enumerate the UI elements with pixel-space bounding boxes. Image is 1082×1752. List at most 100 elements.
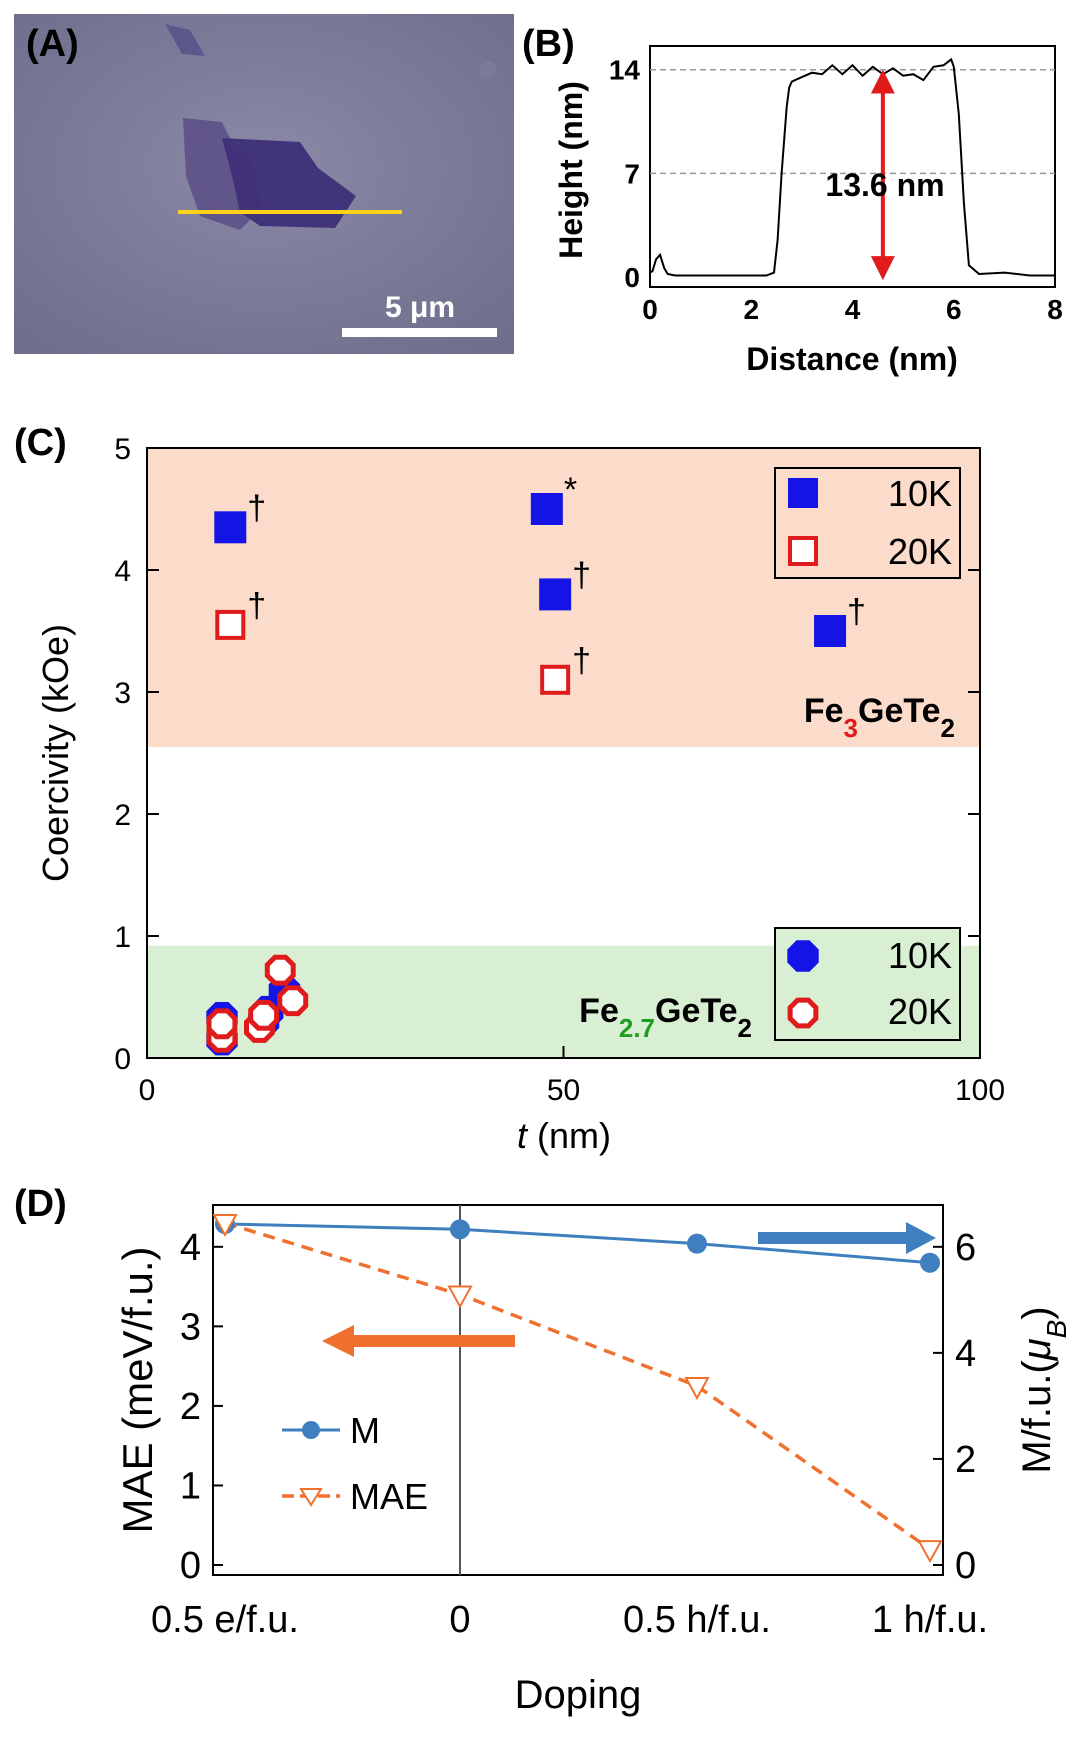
series-M-line (224, 1222, 931, 1265)
arrow-right-head (906, 1222, 936, 1254)
y-tick-label-c: 0 (114, 1043, 131, 1076)
point-10k-fe3gete2 (214, 511, 247, 544)
legend-d: M MAE (282, 1410, 428, 1517)
y-axis-label-left-d: MAE (meV/f.u.) (114, 1246, 161, 1533)
x-tick-label-c: 0 (139, 1074, 156, 1107)
height-profile-line (649, 57, 1055, 277)
y-ticks-c: 0 1 2 3 4 5 (114, 433, 980, 1076)
point-20k-fe27gete2 (277, 985, 309, 1017)
point-MAE (684, 1377, 710, 1401)
flake-fragment (165, 24, 205, 56)
y-ticks-left-d: 0 1 2 3 4 (180, 1227, 223, 1587)
x-tick-label-b: 4 (845, 294, 861, 325)
point-10k-fe3gete2 (530, 493, 563, 525)
region-label-fe3gete2: Fe3GeTe2 (804, 692, 955, 743)
legend-label-20k-top: 20K (888, 531, 952, 572)
point-note: † (847, 593, 866, 631)
scale-bar-label: 5 μm (385, 291, 455, 324)
plot-frame-d (212, 1204, 944, 1576)
x-tick-label-d: 0.5 h/f.u. (623, 1599, 771, 1641)
panel-label-a: (A) (26, 23, 79, 65)
point-M (450, 1219, 470, 1240)
x-tick-label-d: 0 (449, 1599, 470, 1641)
y-tick-label-left-d: 3 (180, 1306, 201, 1348)
point-MAE (917, 1540, 943, 1564)
region-label-fe27gete2: Fe2.7GeTe2 (579, 992, 752, 1043)
y-tick-label-c: 4 (114, 555, 131, 588)
x-tick-label-d: 0.5 e/f.u. (151, 1599, 299, 1641)
scatter-points: † * † † † † (206, 471, 866, 1056)
y-tick-label-right-d: 0 (955, 1545, 976, 1587)
point-note: † (572, 556, 591, 594)
x-ticks-b: 0 2 4 6 8 (642, 294, 1063, 325)
arrow-right-axis (758, 1222, 936, 1254)
y-tick-label-left-d: 1 (180, 1465, 201, 1507)
height-annotation: 13.6 nm (825, 167, 944, 203)
legend-fe3gete2: 10K 20K (774, 467, 961, 579)
x-tick-label-c: 50 (547, 1074, 580, 1107)
legend-label-10k-top: 10K (888, 473, 952, 514)
legend-marker-filled-square (788, 478, 818, 508)
y-tick-label-right-d: 6 (955, 1227, 976, 1269)
legend-marker-M (302, 1421, 320, 1439)
point-20k-fe3gete2 (540, 664, 571, 695)
panel-b: (B) 0 7 14 0 2 4 6 8 13.6 nm Distance (nm) Hei… (522, 23, 1063, 377)
series-MAE-line (224, 1221, 932, 1551)
legend-marker-open-square (788, 536, 818, 566)
arrow-left-axis (322, 1325, 515, 1357)
point-note: † (247, 587, 266, 625)
x-tick-label-b: 2 (743, 294, 759, 325)
y-tick-label-right-d: 2 (955, 1439, 976, 1481)
panel-label-b: (B) (522, 23, 575, 65)
x-axis-label-d: Doping (515, 1673, 642, 1717)
y-ticks-right-d: 0 2 4 6 (933, 1227, 976, 1587)
y-axis-label-right-d: M/f.u.(μB) (1015, 1306, 1072, 1473)
dust-spot (479, 61, 497, 79)
y-ticks-b: 0 7 14 (609, 55, 641, 293)
point-10k-fe3gete2 (814, 615, 847, 647)
y-axis-label-c: Coercivity (kOe) (35, 624, 76, 882)
scale-bar (342, 328, 497, 337)
legend-label-10k-bottom: 10K (888, 935, 952, 976)
x-axis-label-c: t (nm) (517, 1115, 611, 1156)
legend-marker-open-octagon (787, 997, 819, 1029)
legend-label-20k-bottom: 20K (888, 991, 952, 1032)
point-20k-fe3gete2 (215, 609, 246, 640)
y-tick-label-c: 2 (114, 799, 131, 832)
y-tick-label-c: 1 (114, 921, 131, 954)
y-tick-label-c: 3 (114, 677, 131, 710)
panel-d: (D) 0 1 2 3 4 0 2 4 6 0.5 e/f.u. 0 0.5 h/f.u. 1 h/… (14, 1183, 1072, 1717)
legend-marker-MAE (299, 1488, 323, 1507)
series-points-d (212, 1213, 943, 1564)
point-note: † (247, 489, 266, 527)
point-MAE (212, 1213, 238, 1238)
y-tick-label-b: 7 (624, 158, 640, 189)
x-tick-label-c: 100 (955, 1074, 1005, 1107)
x-tick-label-b: 6 (946, 294, 962, 325)
panel-a: 5 μm (A) (14, 14, 514, 354)
legend-fe27gete2: 10K 20K (774, 927, 961, 1041)
point-M (920, 1252, 940, 1273)
y-tick-label-left-d: 2 (180, 1386, 201, 1428)
y-tick-label-c: 5 (114, 433, 131, 466)
grid-b (650, 68, 1055, 175)
y-axis-label-b: Height (nm) (553, 81, 589, 259)
point-MAE (447, 1285, 473, 1309)
legend-label-MAE: MAE (350, 1476, 428, 1517)
x-tick-label-b: 8 (1047, 294, 1063, 325)
point-10k-fe3gete2 (539, 578, 572, 611)
arrow-left-head (322, 1325, 354, 1357)
point-20k-fe27gete2 (264, 954, 296, 986)
x-ticks-d: 0.5 e/f.u. 0 0.5 h/f.u. 1 h/f.u. (151, 1599, 988, 1641)
panel-c: (C) 0 1 2 3 4 5 0 50 100 † * † † † † Fe3GeTe2 Fe2.7G… (14, 422, 1005, 1156)
y-tick-label-left-d: 0 (180, 1545, 201, 1587)
point-20k-fe27gete2 (206, 1008, 238, 1040)
flake-thick (222, 138, 356, 228)
y-tick-label-left-d: 4 (180, 1227, 201, 1269)
y-tick-label-b: 14 (609, 55, 641, 86)
point-note: † (572, 642, 591, 680)
plot-frame-b (649, 45, 1056, 288)
x-tick-label-b: 0 (642, 294, 658, 325)
x-tick-label-d: 1 h/f.u. (872, 1599, 988, 1641)
